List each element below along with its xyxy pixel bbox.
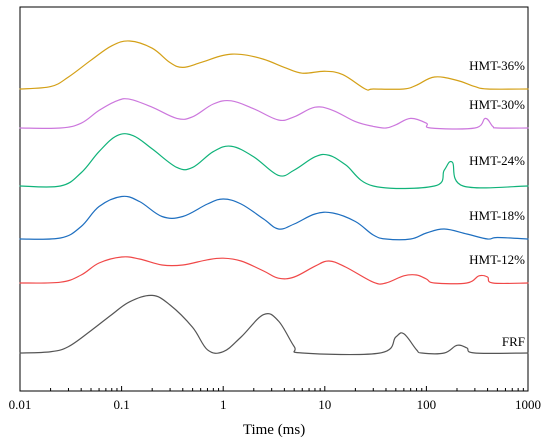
series-label: HMT-24% <box>469 153 525 168</box>
series-line-hmt-30 <box>19 98 529 130</box>
plot-frame <box>19 6 529 392</box>
x-tick-label: 100 <box>417 397 437 412</box>
series-line-hmt-12 <box>19 256 529 285</box>
series-label: HMT-12% <box>469 252 525 267</box>
series-line-hmt-18 <box>19 195 529 241</box>
x-tick-label: 0.1 <box>113 397 129 412</box>
x-axis-tick-labels: 0.01 0.1 1 10 100 1000 <box>9 397 541 412</box>
series-label: HMT-30% <box>469 97 525 112</box>
x-tick-label: 0.01 <box>9 397 32 412</box>
series-line-frf <box>19 294 529 356</box>
x-tick-label: 1 <box>220 397 227 412</box>
series-label: FRF <box>502 334 525 349</box>
series-line-hmt-36 <box>19 40 529 91</box>
x-axis-title: Time (ms) <box>243 422 305 438</box>
series-line-hmt-24 <box>19 133 529 190</box>
x-axis-ticks <box>19 386 529 391</box>
series-layer <box>19 40 529 356</box>
series-label: HMT-18% <box>469 208 525 223</box>
series-label: HMT-36% <box>469 58 525 73</box>
series-labels: HMT-36% HMT-30% HMT-24% HMT-18% HMT-12% FRF <box>469 58 525 349</box>
x-tick-label: 10 <box>318 397 331 412</box>
x-tick-label: 1000 <box>515 397 541 412</box>
